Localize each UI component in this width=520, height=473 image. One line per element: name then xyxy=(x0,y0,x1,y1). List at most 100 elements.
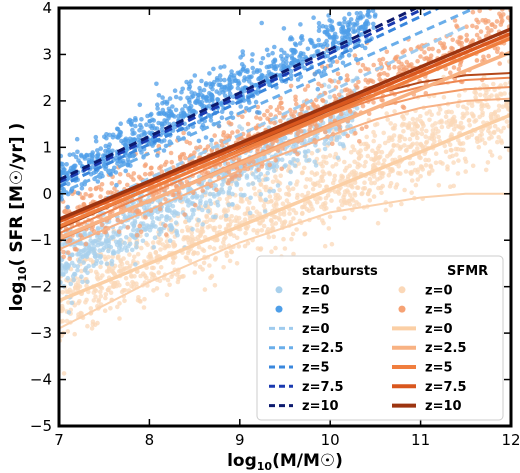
scatter-point xyxy=(477,8,483,14)
scatter-point xyxy=(142,296,147,302)
scatter-point xyxy=(144,122,149,127)
scatter-point xyxy=(64,318,70,324)
scatter-point xyxy=(124,248,130,253)
scatter-point xyxy=(185,95,190,101)
scatter-point xyxy=(281,26,287,31)
scatter-point xyxy=(189,94,194,100)
scatter-point xyxy=(98,264,103,270)
scatter-point xyxy=(376,72,382,78)
scatter-point xyxy=(417,155,422,160)
x-axis-label-sub: 10 xyxy=(257,460,273,473)
line-SFMR-z=7.5 xyxy=(59,31,511,224)
scatter-point xyxy=(409,178,415,183)
scatter-point xyxy=(74,247,79,252)
scatter-point xyxy=(117,263,123,269)
scatter-point xyxy=(361,186,366,191)
scatter-point xyxy=(342,16,347,21)
scatter-point xyxy=(197,144,203,150)
x-tick-label: 8 xyxy=(145,431,155,449)
scatter-point xyxy=(360,24,365,30)
scatter-point xyxy=(186,86,192,92)
scatter-point xyxy=(390,148,395,153)
scatter-point xyxy=(118,132,123,138)
scatter-point xyxy=(336,191,342,196)
scatter-point xyxy=(367,188,373,193)
scatter-point xyxy=(143,215,148,220)
scatter-point xyxy=(437,107,443,112)
scatter-point xyxy=(299,170,305,176)
scatter-point xyxy=(72,271,77,277)
scatter-point xyxy=(339,29,344,34)
scatter-point xyxy=(61,371,67,376)
scatter-point xyxy=(360,190,365,196)
scatter-point xyxy=(321,220,326,226)
scatter-point xyxy=(207,263,212,268)
scatter-point xyxy=(418,141,424,147)
scatter-point xyxy=(106,269,111,274)
scatter-point xyxy=(228,85,233,91)
scatter-point xyxy=(247,200,252,205)
scatter-point xyxy=(178,96,183,101)
scatter-point xyxy=(447,142,453,147)
scatter-point xyxy=(82,232,88,237)
scatter-point xyxy=(93,288,99,294)
scatter-point xyxy=(377,143,382,149)
scatter-point xyxy=(340,60,346,66)
scatter-point xyxy=(452,18,458,23)
scatter-point xyxy=(332,177,337,182)
scatter-point xyxy=(172,124,178,130)
scatter-point xyxy=(466,117,472,123)
scatter-point xyxy=(371,21,376,27)
scatter-point xyxy=(94,275,100,280)
scatter-point xyxy=(474,25,480,30)
scatter-point xyxy=(289,73,294,78)
scatter-point xyxy=(272,57,278,63)
scatter-point xyxy=(279,47,284,53)
scatter-point xyxy=(83,192,88,197)
scatter-point xyxy=(166,115,171,121)
scatter-point xyxy=(324,184,330,190)
scatter-point xyxy=(270,179,276,185)
scatter-point xyxy=(403,148,409,153)
scatter-point xyxy=(184,179,190,184)
scatter-point xyxy=(295,179,300,184)
scatter-point xyxy=(83,241,89,247)
scatter-point xyxy=(403,169,409,174)
scatter-point xyxy=(75,190,81,196)
scatter-point xyxy=(240,49,245,54)
x-tick-label: 11 xyxy=(411,431,430,449)
scatter-point xyxy=(110,269,115,275)
scatter-point xyxy=(167,96,173,101)
scatter-point xyxy=(371,194,377,199)
scatter-point xyxy=(158,164,164,169)
scatter-point xyxy=(148,123,153,129)
scatter-point xyxy=(298,74,304,79)
scatter-point xyxy=(308,177,313,182)
scatter-point xyxy=(207,191,213,197)
line-starbursts-z=7.5 xyxy=(59,8,426,184)
scatter-point xyxy=(99,182,105,187)
scatter-point xyxy=(117,301,122,306)
scatter-point xyxy=(222,77,227,83)
scatter-point xyxy=(294,227,299,232)
legend-label-sfmr: z=7.5 xyxy=(425,380,467,395)
scatter-point xyxy=(436,183,442,188)
scatter-point xyxy=(305,46,311,52)
scatter-point xyxy=(182,235,187,240)
scatter-point xyxy=(94,258,100,264)
scatter-point xyxy=(187,105,192,111)
scatter-point xyxy=(291,207,296,213)
scatter-point xyxy=(260,73,265,79)
scatter-point xyxy=(427,117,432,123)
scatter-point xyxy=(464,38,469,43)
scatter-point xyxy=(272,120,277,126)
scatter-point xyxy=(449,132,454,137)
scatter-point xyxy=(310,186,316,192)
scatter-point xyxy=(316,42,321,48)
scatter-point xyxy=(198,232,204,237)
scatter-point xyxy=(322,206,327,212)
scatter-point xyxy=(156,216,162,222)
scatter-point xyxy=(410,131,415,137)
scatter-point xyxy=(90,164,95,170)
